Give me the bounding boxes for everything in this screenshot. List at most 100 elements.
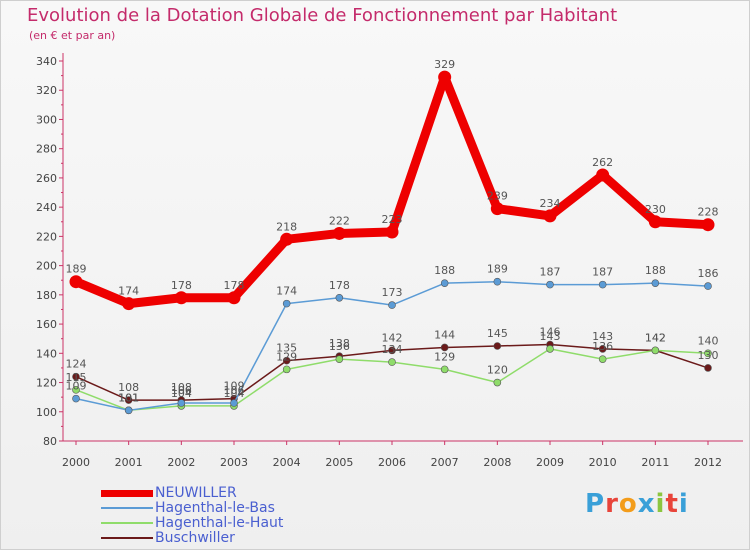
x-tick-label: 2006 — [378, 456, 406, 469]
data-label: 189 — [66, 263, 87, 276]
x-tick-label: 2009 — [536, 456, 564, 469]
data-point — [704, 282, 712, 290]
y-tick-label: 140 — [36, 347, 57, 360]
logo-letter: x — [637, 489, 656, 519]
y-tick-label: 160 — [36, 318, 57, 331]
data-label: 189 — [487, 263, 508, 276]
x-tick-label: 2005 — [325, 456, 353, 469]
data-label: 134 — [382, 343, 403, 356]
data-label: 145 — [487, 327, 508, 340]
data-point — [230, 399, 238, 407]
x-tick-label: 2008 — [483, 456, 511, 469]
data-point — [598, 355, 607, 363]
logo-letter: P — [585, 489, 606, 519]
data-label: 109 — [66, 380, 87, 393]
data-point — [440, 279, 449, 287]
data-point — [227, 291, 241, 305]
x-tick-label: 2002 — [167, 456, 195, 469]
data-label: 130 — [698, 349, 719, 362]
legend-label: Hagenthal-le-Haut — [155, 515, 284, 531]
x-tick-label: 2011 — [641, 456, 669, 469]
data-label: 262 — [592, 156, 613, 169]
data-point — [493, 342, 502, 350]
y-tick-label: 240 — [36, 201, 57, 214]
data-point — [704, 349, 712, 358]
data-label: 115 — [66, 371, 87, 384]
logo-letter: i — [678, 489, 689, 519]
logo-letter: r — [605, 489, 619, 519]
legend-item-neuwiller: NEUWILLER — [101, 486, 401, 501]
data-point — [69, 275, 83, 289]
data-point — [332, 226, 346, 240]
data-label: 223 — [382, 213, 403, 226]
y-tick-label: 340 — [36, 55, 57, 68]
x-tick-label: 2007 — [431, 456, 459, 469]
legend-swatch — [101, 522, 153, 524]
data-label: 222 — [329, 214, 350, 227]
data-label: 174 — [118, 285, 139, 298]
y-tick-label: 220 — [36, 230, 57, 243]
series-line-2 — [75, 348, 709, 412]
data-point — [72, 372, 80, 381]
proxiti-logo: Proxiti — [585, 489, 689, 519]
y-tick-label: 100 — [36, 406, 57, 419]
data-label: 136 — [592, 340, 613, 353]
data-point — [174, 291, 188, 305]
data-label: 144 — [434, 328, 455, 341]
data-point — [648, 215, 662, 229]
chart-legend: NEUWILLER Hagenthal-le-Bas Hagenthal-le-… — [101, 486, 401, 546]
data-point — [490, 202, 504, 216]
x-tick-label: 2012 — [694, 456, 722, 469]
data-point — [280, 232, 294, 246]
data-point — [385, 225, 399, 239]
data-label: 143 — [540, 330, 561, 343]
y-tick-label: 260 — [36, 172, 57, 185]
data-label: 120 — [487, 364, 508, 377]
data-point — [598, 280, 607, 289]
data-label: 146 — [540, 326, 561, 339]
y-tick-label: 80 — [43, 435, 57, 448]
data-label: 188 — [645, 264, 666, 277]
logo-letter: o — [618, 489, 638, 519]
data-label: 106 — [224, 384, 245, 397]
data-label: 230 — [645, 203, 666, 216]
data-label: 106 — [171, 384, 192, 397]
data-label: 173 — [382, 286, 403, 299]
data-label: 188 — [434, 264, 455, 277]
data-point — [701, 218, 715, 232]
x-tick-label: 2010 — [589, 456, 617, 469]
line-chart: 80 100 120 140 160 180 200 220 240 260 280 300 320 34… — [36, 53, 743, 469]
data-point — [546, 280, 554, 289]
legend-swatch — [101, 490, 153, 497]
data-point — [651, 346, 660, 355]
x-tick-label: 2003 — [220, 456, 248, 469]
data-point — [335, 293, 344, 302]
data-point — [124, 396, 133, 404]
data-label: 129 — [434, 350, 455, 363]
series-line-0 — [71, 72, 713, 309]
data-label: 136 — [329, 340, 350, 353]
data-point — [177, 399, 186, 407]
data-point — [440, 343, 449, 352]
data-point — [388, 346, 396, 355]
legend-label: NEUWILLER — [155, 485, 237, 501]
data-label: 187 — [540, 266, 561, 279]
data-label: 228 — [698, 206, 719, 219]
data-label: 104 — [224, 387, 245, 400]
data-label: 138 — [329, 337, 350, 350]
data-label: 142 — [382, 331, 403, 344]
data-point — [493, 378, 502, 387]
data-label: 129 — [276, 350, 297, 363]
y-tick-label: 320 — [36, 84, 57, 97]
data-label: 178 — [329, 279, 350, 292]
legend-item-buschwiller: Buschwiller — [101, 531, 401, 546]
data-label: 174 — [276, 285, 297, 298]
data-point — [124, 406, 133, 415]
data-label: 124 — [66, 358, 87, 371]
data-label: 143 — [592, 330, 613, 343]
data-label: 104 — [171, 387, 192, 400]
data-label: 186 — [698, 267, 719, 280]
data-point — [493, 277, 502, 286]
data-point — [122, 297, 136, 311]
data-point — [598, 345, 607, 353]
